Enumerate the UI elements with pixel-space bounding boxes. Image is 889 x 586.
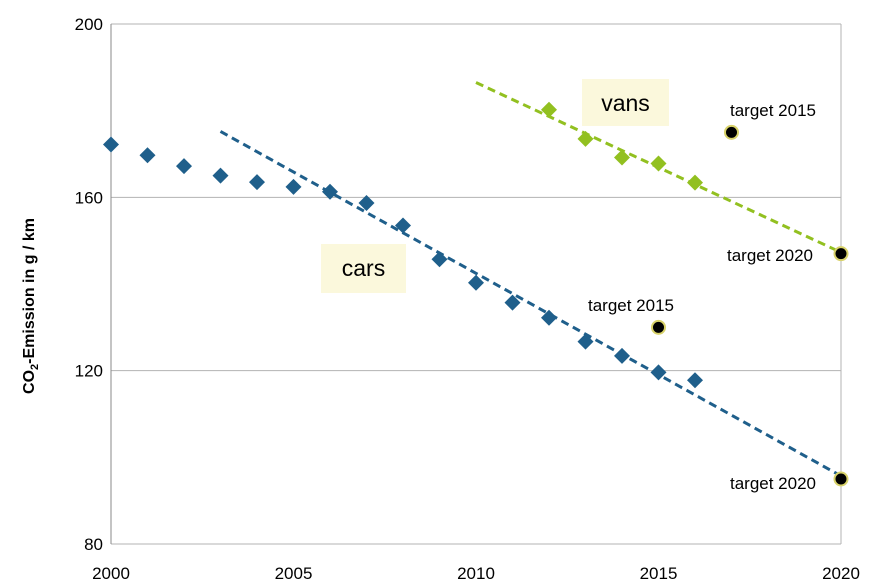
y-axis-title-text: -Emission in g / km (21, 218, 38, 364)
cars-data-point (139, 147, 156, 164)
data-points (103, 101, 703, 389)
vans-target-2015-marker (724, 124, 739, 140)
x-tick-label: 2020 (822, 564, 860, 583)
cars-data-point (103, 136, 119, 153)
cars-series-label: cars (342, 255, 385, 281)
y-axis-title-subscript: 2 (29, 364, 41, 370)
y-tick-label: 120 (75, 362, 103, 381)
cars-data-point (541, 309, 557, 326)
x-tick-label: 2005 (275, 564, 313, 583)
cars-data-point (650, 364, 667, 381)
cars-data-point (614, 347, 630, 364)
cars-data-point (358, 194, 375, 211)
cars-data-point (176, 158, 192, 175)
cars-data-point (322, 183, 338, 200)
cars-label-box (321, 244, 406, 293)
cars-data-point (431, 251, 448, 268)
vans-data-point (650, 155, 667, 172)
cars-target-2015-marker (651, 319, 666, 335)
y-tick-label: 200 (75, 15, 103, 34)
cars-data-point (468, 274, 484, 291)
vans-label-box (582, 79, 669, 126)
vans-data-point (687, 174, 703, 191)
cars-data-point (212, 167, 229, 184)
cars-target-2020-label: target 2020 (730, 474, 816, 493)
trend-lines (219, 81, 842, 478)
x-tick-label: 2015 (640, 564, 678, 583)
axes: 80 120 160 200 2000 2005 2010 2015 2020 (75, 15, 860, 583)
cars-data-point (504, 294, 521, 311)
vans-data-point (614, 149, 630, 166)
y-tick-label: 160 (75, 188, 103, 207)
vans-data-point (541, 101, 557, 118)
x-tick-label: 2010 (457, 564, 495, 583)
vans-data-point (577, 130, 594, 147)
vans-target-2020-label: target 2020 (727, 246, 813, 265)
vans-target-2020-marker (833, 246, 849, 262)
svg-text:CO2-Emission in g / km: CO2-Emission in g / km (21, 218, 41, 394)
y-axis-title: CO2-Emission in g / km (21, 218, 41, 394)
cars-target-2020-marker (833, 471, 849, 487)
cars-data-point (285, 178, 302, 195)
cars-data-point (395, 217, 411, 234)
cars-data-point (249, 174, 265, 191)
y-tick-label: 80 (84, 535, 103, 554)
cars-data-point (687, 372, 703, 389)
cars-data-point (577, 333, 594, 350)
cars-target-2015-label: target 2015 (588, 296, 674, 315)
cars-trend-line (219, 130, 842, 478)
y-axis-title-prefix: CO (21, 370, 38, 394)
x-tick-label: 2000 (92, 564, 130, 583)
vans-target-2015-label: target 2015 (730, 101, 816, 120)
vans-series-label: vans (601, 90, 650, 116)
target-markers (651, 124, 849, 487)
gridlines (111, 23, 842, 545)
